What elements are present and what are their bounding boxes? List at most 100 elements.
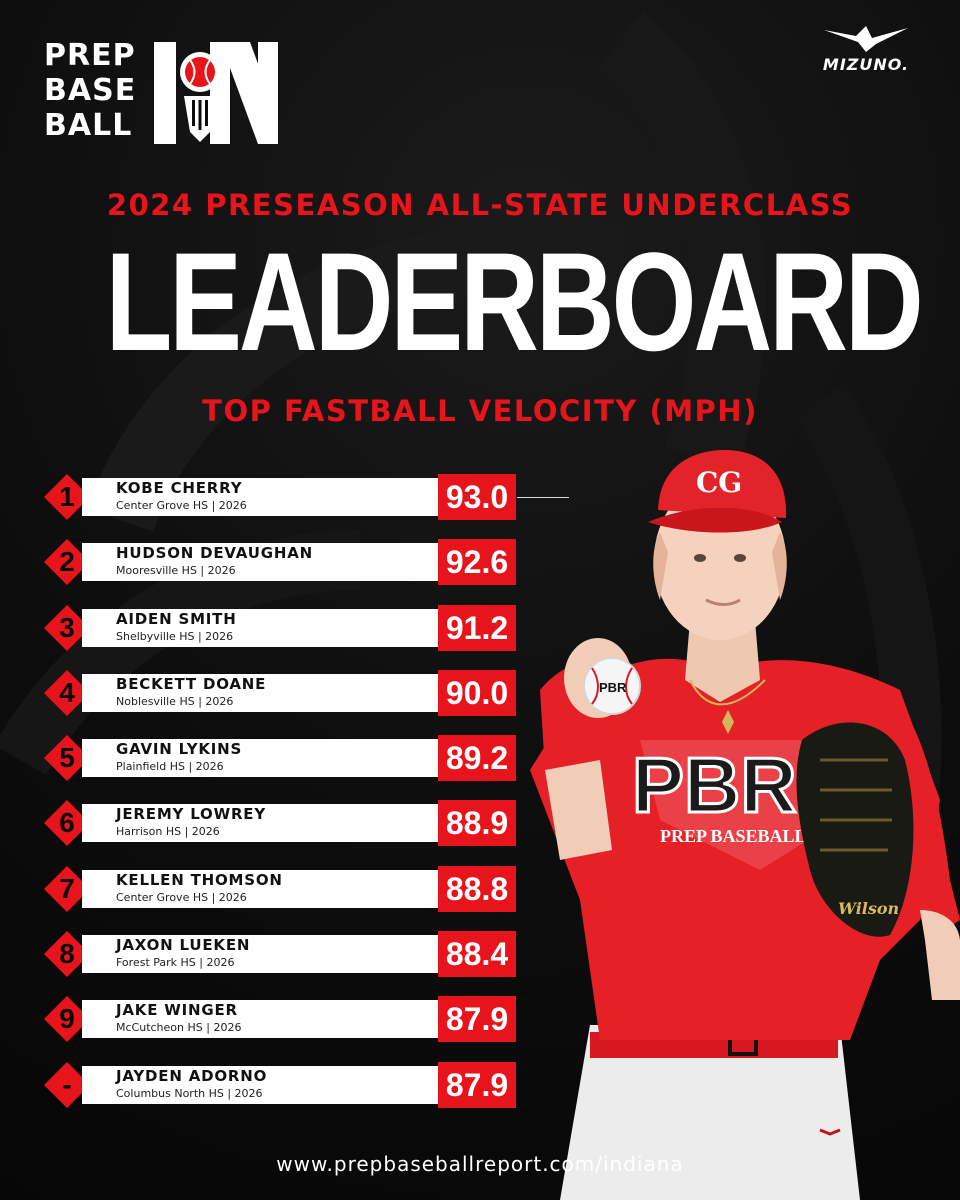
player-name: KELLEN THOMSON: [116, 870, 283, 889]
diamond-icon: [44, 931, 90, 978]
player-bar: [82, 739, 478, 778]
rank-badge: 9: [44, 996, 90, 1043]
velocity-value: 89.2: [438, 735, 516, 782]
leaderboard-row: 1 KOBE CHERRY Center Grove HS | 2026 93.…: [44, 474, 524, 520]
diamond-icon: [44, 865, 90, 912]
leader-pointer-line: [517, 497, 569, 498]
player-bar: [82, 543, 478, 582]
mizuno-logo: MIZUNO.: [816, 22, 916, 74]
velocity-value: 93.0: [438, 474, 516, 520]
rank-badge: -: [44, 1061, 90, 1108]
velocity-value: 87.9: [438, 996, 516, 1043]
player-school: Harrison HS | 2026: [116, 825, 220, 839]
player-name: BECKETT DOANE: [116, 674, 267, 693]
player-name: HUDSON DEVAUGHAN: [116, 544, 313, 563]
logo-line: PREP: [44, 38, 136, 73]
player-bar: [82, 935, 478, 974]
jersey-text: PREP BASEBALL RE: [660, 826, 835, 846]
player-school: Center Grove HS | 2026: [116, 890, 247, 904]
logo-line: BASE: [44, 73, 137, 108]
velocity-value: 91.2: [438, 604, 516, 651]
velocity-value: 88.9: [438, 800, 516, 847]
diamond-icon: [44, 669, 90, 716]
diamond-icon: [44, 1061, 90, 1108]
logo-line: BALL: [44, 108, 133, 143]
rank-number: 9: [59, 1003, 75, 1035]
player-name: AIDEN SMITH: [116, 609, 237, 628]
leaderboard-row: 8 JAXON LUEKEN Forest Park HS | 2026 88.…: [44, 931, 524, 978]
diamond-icon: [44, 735, 90, 782]
jersey-logo: PBR: [632, 741, 797, 829]
player-bar: [82, 804, 478, 843]
website-url: www.prepbaseballreport.com/indiana: [276, 1152, 684, 1176]
rank-badge: 8: [44, 931, 90, 978]
player-name: JAYDEN ADORNO: [116, 1066, 268, 1085]
player-school: Noblesville HS | 2026: [116, 694, 234, 708]
player-bar: [82, 1000, 478, 1039]
rank-number: 8: [59, 938, 75, 970]
rank-number: 1: [59, 481, 75, 512]
rank-badge: 6: [44, 800, 90, 847]
leaderboard-row: - JAYDEN ADORNO Columbus North HS | 2026…: [44, 1061, 524, 1108]
prep-baseball-logo: PREP BASE BALL IN: [44, 38, 284, 148]
rank-number: -: [62, 1068, 72, 1100]
diamond-icon: [44, 800, 90, 847]
leaderboard-row: 3 AIDEN SMITH Shelbyville HS | 2026 91.2: [44, 604, 524, 651]
rank-number: 2: [59, 546, 75, 578]
in-state-icon: [154, 42, 278, 144]
leaderboard-row: 9 JAKE WINGER McCutcheon HS | 2026 87.9: [44, 996, 524, 1043]
player-school: Shelbyville HS | 2026: [116, 629, 234, 643]
leaderboard-row: 4 BECKETT DOANE Noblesville HS | 2026 90…: [44, 669, 524, 716]
player-photo: CG PBR PBR PREP BASEBALL RE Wilson: [530, 450, 960, 1200]
page-subtitle: TOP FASTBALL VELOCITY (MPH): [202, 394, 758, 428]
leaderboard-row: 6 JEREMY LOWREY Harrison HS | 2026 88.9: [44, 800, 524, 847]
rank-number: 5: [59, 742, 75, 774]
page-title: LEADERBOARD: [105, 223, 924, 380]
player-name: JAKE WINGER: [116, 1001, 238, 1020]
leaderboard-row: 5 GAVIN LYKINS Plainfield HS | 2026 89.2: [44, 735, 524, 782]
rank-badge: 3: [44, 604, 90, 651]
player-school: Columbus North HS | 2026: [116, 1086, 263, 1100]
velocity-value: 87.9: [438, 1061, 516, 1108]
state-mark: IN: [44, 38, 45, 39]
ball-logo: PBR: [599, 680, 627, 695]
kicker-title: 2024 PRESEASON ALL-STATE UNDERCLASS: [106, 188, 854, 222]
velocity-value: 88.4: [438, 931, 516, 978]
rank-number: 7: [59, 872, 75, 904]
sponsor-name: MIZUNO.: [822, 55, 910, 74]
cap-logo: CG: [696, 466, 742, 499]
diamond-icon: [44, 996, 90, 1043]
diamond-icon: [44, 474, 90, 520]
player-bar: [82, 478, 478, 516]
glove-brand: Wilson: [838, 899, 899, 918]
player-school: Mooresville HS | 2026: [116, 564, 236, 578]
velocity-value: 90.0: [438, 669, 516, 716]
player-bar: [82, 673, 478, 712]
player-name: GAVIN LYKINS: [116, 740, 243, 759]
rank-badge: 1: [44, 474, 90, 520]
leaderboard-row: 2 HUDSON DEVAUGHAN Mooresville HS | 2026…: [44, 539, 524, 586]
player-school: Plainfield HS | 2026: [116, 760, 224, 774]
velocity-value: 88.8: [438, 865, 516, 912]
rank-number: 4: [59, 676, 75, 708]
player-school: Forest Park HS | 2026: [116, 956, 235, 970]
diamond-icon: [44, 604, 90, 651]
leaderboard-list: 1 KOBE CHERRY Center Grove HS | 2026 93.…: [44, 474, 524, 1127]
player-bar: [82, 1065, 478, 1104]
rank-badge: 5: [44, 735, 90, 782]
player-school: Center Grove HS | 2026: [116, 499, 247, 512]
rank-number: 3: [59, 611, 75, 643]
player-name: KOBE CHERRY: [116, 479, 243, 497]
rank-badge: 4: [44, 669, 90, 716]
mizuno-runbird-icon: [824, 26, 908, 52]
velocity-value: 92.6: [438, 539, 516, 586]
player-bar: [82, 869, 478, 908]
player-name: JEREMY LOWREY: [116, 805, 267, 824]
player-name: JAXON LUEKEN: [116, 936, 251, 955]
player-bar: [82, 608, 478, 647]
rank-number: 6: [59, 807, 75, 839]
diamond-icon: [44, 539, 90, 586]
rank-badge: 2: [44, 539, 90, 586]
leaderboard-row: 7 KELLEN THOMSON Center Grove HS | 2026 …: [44, 865, 524, 912]
